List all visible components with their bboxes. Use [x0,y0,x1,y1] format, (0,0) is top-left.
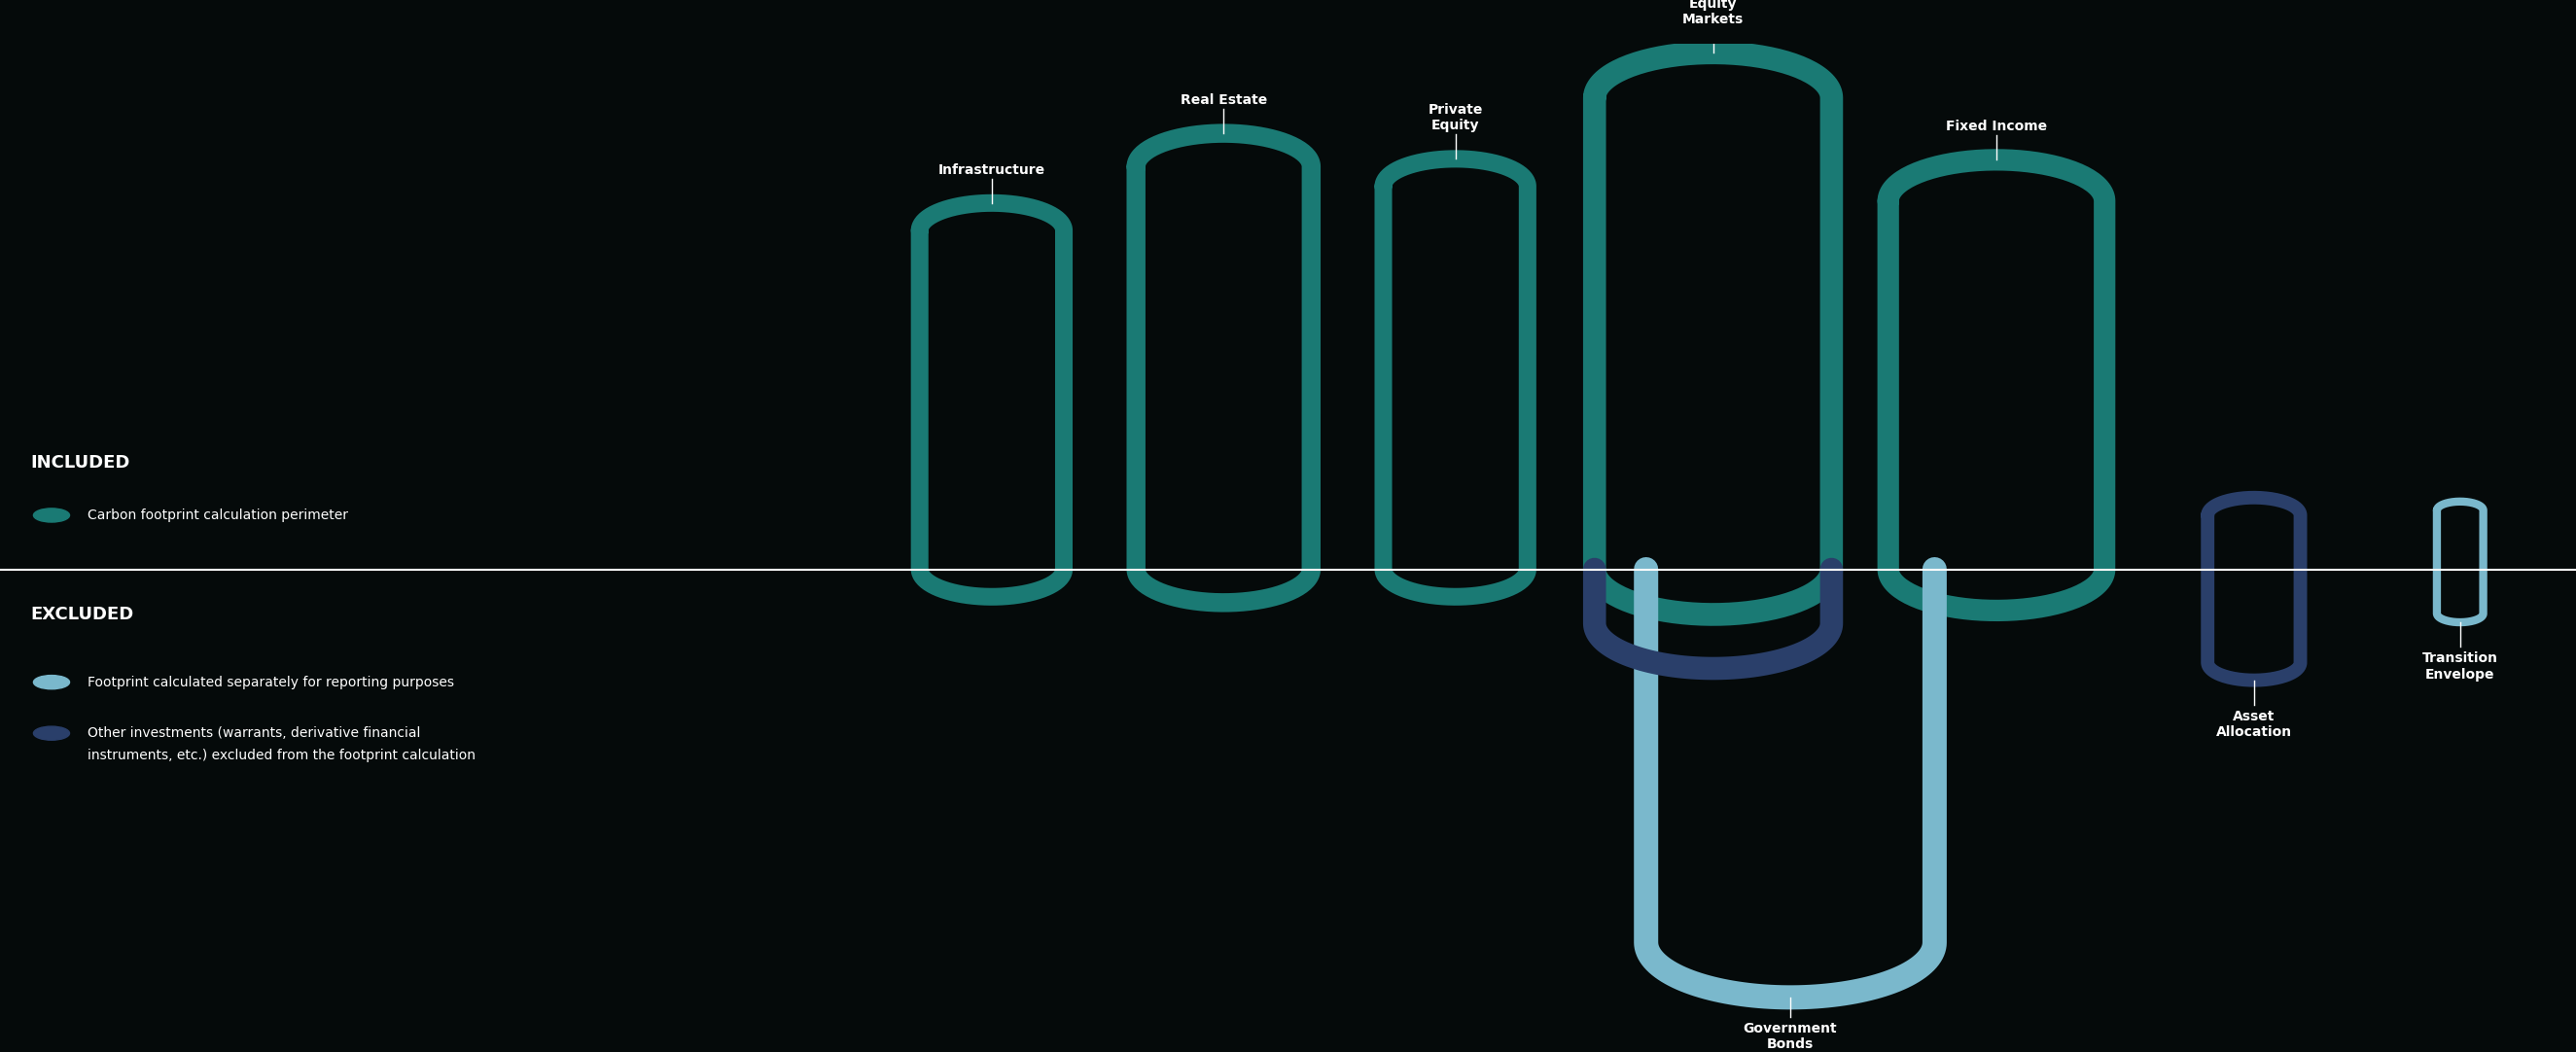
Text: EXCLUDED: EXCLUDED [31,606,134,623]
Text: Private
Equity: Private Equity [1427,103,1484,133]
Text: Carbon footprint calculation perimeter: Carbon footprint calculation perimeter [88,508,348,522]
Text: Fixed Income: Fixed Income [1945,120,2048,134]
Text: Equity
Markets: Equity Markets [1682,0,1744,26]
Text: Footprint calculated separately for reporting purposes: Footprint calculated separately for repo… [88,675,453,689]
Circle shape [33,675,70,689]
Text: Real Estate: Real Estate [1180,94,1267,107]
Text: Transition
Envelope: Transition Envelope [2421,652,2499,681]
Text: Asset
Allocation: Asset Allocation [2215,710,2293,740]
Text: Infrastructure: Infrastructure [938,163,1046,177]
Text: instruments, etc.) excluded from the footprint calculation: instruments, etc.) excluded from the foo… [88,749,477,763]
Text: Other investments (warrants, derivative financial: Other investments (warrants, derivative … [88,727,420,740]
Text: INCLUDED: INCLUDED [31,453,131,471]
Text: Government
Bonds: Government Bonds [1744,1021,1837,1051]
Circle shape [33,726,70,741]
Circle shape [33,508,70,522]
